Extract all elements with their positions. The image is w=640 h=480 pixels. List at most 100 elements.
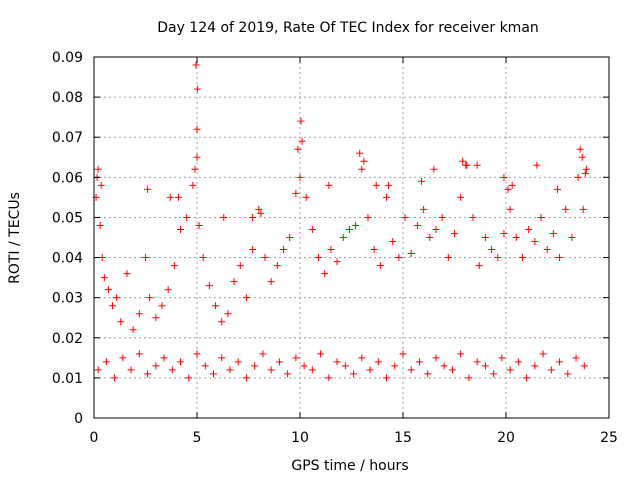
data-point [440, 362, 448, 370]
data-point [549, 229, 557, 237]
data-point [399, 350, 407, 358]
data-point [292, 189, 300, 197]
data-point [533, 161, 541, 169]
data-point [537, 213, 545, 221]
data-point [177, 225, 185, 233]
data-point [127, 366, 135, 374]
data-point [226, 366, 234, 374]
data-point [297, 117, 305, 125]
data-point [578, 153, 586, 161]
data-point [457, 350, 465, 358]
data-points [92, 61, 590, 382]
data-point [481, 234, 489, 241]
data-point [341, 362, 349, 370]
y-tick-label: 0.02 [52, 331, 83, 347]
data-point [457, 193, 465, 201]
data-point [177, 358, 185, 366]
data-point [298, 137, 306, 145]
data-point [494, 254, 502, 262]
data-point [209, 370, 217, 378]
data-point [220, 213, 228, 221]
data-point [255, 205, 263, 213]
y-tick-label: 0.09 [52, 50, 83, 66]
data-point [430, 165, 438, 173]
data-point [294, 145, 302, 153]
y-tick-label: 0.05 [52, 210, 83, 226]
data-point [556, 358, 564, 366]
axis-ticks [93, 56, 610, 419]
data-point [251, 362, 259, 370]
data-point [273, 262, 281, 270]
data-point [345, 225, 353, 233]
data-point [152, 362, 160, 370]
data-point [170, 262, 178, 270]
chart-title: Day 124 of 2019, Rate Of TEC Index for r… [157, 20, 539, 36]
data-point [383, 374, 391, 382]
data-point [193, 85, 201, 93]
data-point [286, 234, 294, 241]
data-point [218, 354, 226, 362]
data-point [129, 326, 137, 334]
data-point [543, 246, 551, 254]
data-point [102, 358, 110, 366]
data-point [117, 318, 125, 326]
data-point [512, 234, 520, 241]
y-tick-label: 0.06 [52, 170, 83, 186]
data-point [201, 362, 209, 370]
data-point [401, 213, 409, 221]
data-point [444, 254, 452, 262]
data-point [389, 238, 397, 246]
data-point [554, 185, 561, 193]
data-point [500, 229, 508, 237]
data-point [572, 354, 580, 362]
data-point [374, 358, 382, 366]
data-point [407, 250, 415, 258]
data-point [146, 294, 154, 302]
grid-lines [94, 57, 609, 418]
data-point [317, 350, 325, 358]
data-point [230, 278, 238, 286]
data-point [488, 246, 496, 254]
data-point [372, 181, 380, 189]
data-point [473, 161, 481, 169]
data-point [292, 354, 300, 362]
data-point [300, 362, 308, 370]
data-point [506, 366, 514, 374]
data-point [327, 246, 335, 254]
data-point [224, 310, 232, 318]
data-point [236, 262, 244, 270]
data-point [580, 362, 588, 370]
data-point [539, 350, 547, 358]
data-point [185, 374, 193, 382]
data-point [432, 354, 440, 362]
data-point [415, 358, 423, 366]
data-point [325, 181, 333, 189]
data-point [564, 370, 572, 378]
data-point [358, 165, 366, 173]
data-point [296, 173, 304, 181]
data-point [448, 366, 456, 374]
data-point [490, 370, 498, 378]
data-point [280, 246, 288, 254]
data-point [160, 354, 168, 362]
data-point [376, 262, 384, 270]
data-point [333, 358, 341, 366]
y-tick-label: 0.08 [52, 90, 83, 106]
data-point [135, 350, 143, 358]
data-point [418, 177, 426, 185]
y-axis-label: ROTI / TECUs [7, 192, 23, 284]
data-point [579, 205, 587, 213]
x-tick-label: 25 [600, 430, 618, 446]
data-point [462, 161, 470, 169]
data-point [451, 229, 458, 237]
data-point [199, 254, 207, 262]
data-point [581, 169, 589, 177]
data-point [498, 354, 506, 362]
data-point [100, 274, 108, 282]
data-point [547, 366, 555, 374]
data-point [275, 358, 283, 366]
data-point [339, 234, 347, 241]
data-point [259, 350, 267, 358]
x-tick-label: 0 [90, 430, 99, 446]
